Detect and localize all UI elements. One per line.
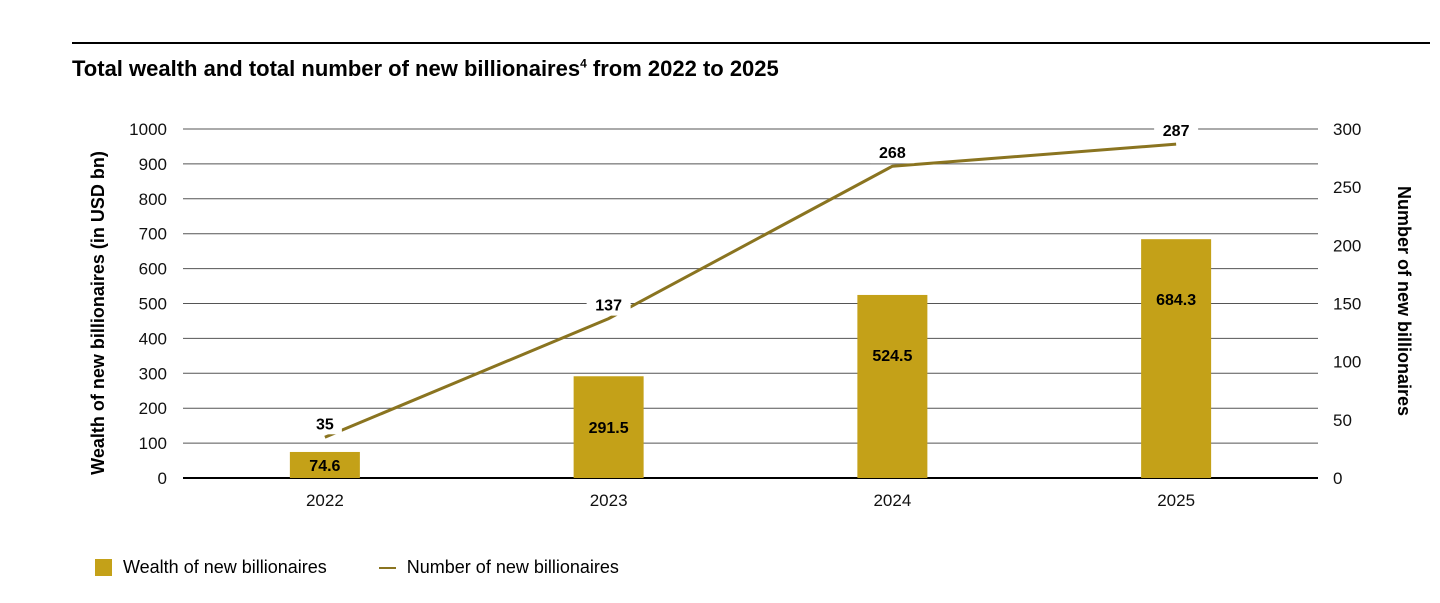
x-tick-label: 2025 — [1157, 491, 1195, 510]
point-value-label: 137 — [595, 298, 622, 315]
y-right-tick-label: 150 — [1333, 295, 1361, 314]
y-left-tick-label: 800 — [139, 190, 167, 209]
y-right-tick-label: 0 — [1333, 469, 1342, 488]
bar — [857, 294, 928, 478]
y-left-tick-label: 300 — [139, 364, 167, 383]
legend-label-line: Number of new billionaires — [406, 557, 619, 577]
point-label-bg — [586, 293, 631, 316]
bar-series — [289, 239, 1212, 478]
point-label-bg — [1154, 119, 1199, 142]
point-value-label: 35 — [316, 416, 334, 433]
y-left-tick-label: 700 — [139, 225, 167, 244]
bar — [1141, 239, 1212, 478]
y-right-tick-label: 100 — [1333, 353, 1361, 372]
point-label-bg — [307, 412, 342, 435]
point-value-label: 287 — [1163, 123, 1190, 140]
x-tick-label: 2023 — [590, 491, 628, 510]
chart-title-text: Total wealth and total number of new bil… — [72, 56, 581, 81]
gridlines — [183, 128, 1318, 479]
line-series — [324, 142, 1177, 439]
y-axis-left-label: Wealth of new billionaires (in USD bn) — [88, 151, 108, 475]
chart-title-suffix: from 2022 to 2025 — [586, 56, 779, 81]
y-left-tick-label: 900 — [139, 155, 167, 174]
series-line — [324, 142, 1177, 439]
legend-label-bars: Wealth of new billionaires — [123, 557, 327, 577]
y-left-tick-label: 100 — [139, 434, 167, 453]
chart-title: Total wealth and total number of new bil… — [72, 56, 779, 82]
top-rule — [72, 42, 1430, 44]
x-tick-label: 2022 — [306, 491, 344, 510]
y-right-tick-label: 200 — [1333, 236, 1361, 255]
bar-value-label: 684.3 — [1156, 292, 1196, 309]
x-tick-label: 2024 — [873, 491, 911, 510]
bar-value-label: 524.5 — [872, 348, 912, 365]
y-axis-right-label: Number of new billionaires — [1394, 186, 1414, 416]
chart-title-footnote: 4 — [580, 56, 587, 71]
y-left-tick-label: 500 — [139, 295, 167, 314]
bar-value-label: 74.6 — [309, 458, 340, 475]
axis-ticks: 0 100 200 300 400 500 600 700 800 900 1000 0 50 100 15… — [129, 120, 1361, 510]
y-left-tick-label: 600 — [139, 260, 167, 279]
point-value-label: 268 — [879, 145, 906, 162]
legend-item-line: Number of new billionaires — [378, 557, 619, 578]
y-left-tick-label: 200 — [139, 399, 167, 418]
y-left-tick-label: 0 — [158, 469, 167, 488]
bar — [289, 451, 360, 478]
point-label-bg — [870, 141, 915, 164]
legend-item-bars: Wealth of new billionaires — [95, 557, 327, 578]
y-right-tick-label: 300 — [1333, 120, 1361, 139]
legend-swatch-bar — [95, 559, 112, 576]
legend: Wealth of new billionaires Number of new… — [95, 557, 671, 578]
y-right-tick-label: 250 — [1333, 178, 1361, 197]
y-left-tick-label: 400 — [139, 329, 167, 348]
data-labels: 74.6 291.5 524.5 684.3 35 137 268 287 — [307, 119, 1199, 475]
y-right-tick-label: 50 — [1333, 411, 1352, 430]
legend-swatch-line — [378, 566, 396, 569]
bar — [573, 376, 644, 478]
y-left-tick-label: 1000 — [129, 120, 167, 139]
bar-value-label: 291.5 — [589, 420, 629, 437]
